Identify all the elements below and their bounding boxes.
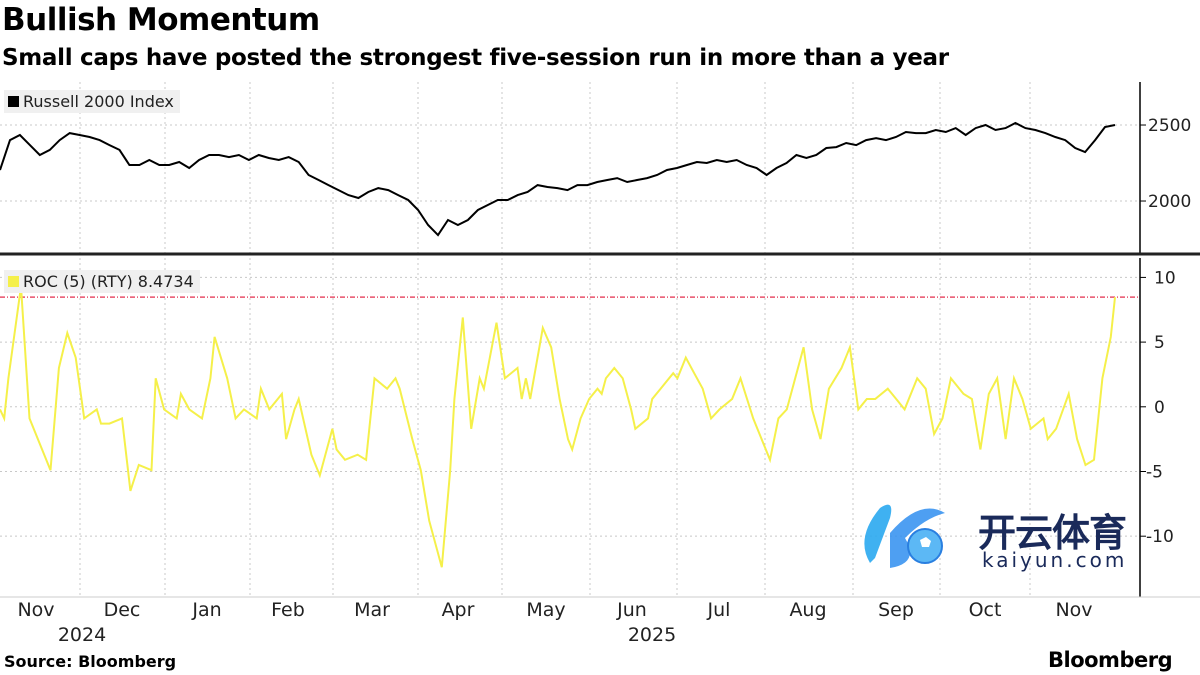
chart-title: Bullish Momentum — [2, 2, 320, 38]
watermark-url: kaiyun.com — [982, 548, 1128, 572]
x-tick-label: Feb — [271, 599, 305, 621]
legend-label-index: Russell 2000 Index — [23, 92, 174, 111]
x-tick-label: Oct — [969, 599, 1002, 621]
x-tick-label: May — [526, 599, 565, 621]
x-tick-label: Dec — [104, 599, 141, 621]
legend-label-roc: ROC (5) (RTY) 8.4734 — [23, 272, 194, 291]
watermark-text: 开云体育 — [978, 511, 1127, 555]
x-tick-label: Jun — [616, 599, 647, 621]
legend-swatch-roc — [8, 276, 19, 287]
y-tick-label: 2500 — [1148, 116, 1191, 136]
y-tick-label: 2000 — [1148, 192, 1191, 212]
y-tick-label: 0 — [1154, 398, 1165, 418]
roc-line — [0, 286, 1116, 568]
chart-subtitle: Small caps have posted the strongest fiv… — [2, 45, 949, 71]
x-tick-label: Mar — [354, 599, 390, 621]
source-note: Source: Bloomberg — [4, 652, 177, 671]
x-tick-label: Apr — [442, 599, 475, 621]
x-tick-label: Aug — [789, 599, 826, 621]
year-label: 2025 — [628, 624, 676, 646]
legend-swatch-index — [8, 96, 19, 107]
x-tick-label: Jul — [707, 599, 731, 621]
legend-index: Russell 2000 Index — [4, 90, 180, 113]
y-tick-label: -10 — [1146, 527, 1174, 547]
russell-2000-line — [0, 121, 1116, 237]
y-tick-label: -5 — [1146, 462, 1163, 482]
x-tick-label: Nov — [1055, 599, 1092, 621]
y-tick-label: 10 — [1154, 268, 1176, 288]
bloomberg-brand: Bloomberg — [1048, 648, 1173, 672]
legend-roc: ROC (5) (RTY) 8.4734 — [4, 270, 200, 293]
year-label: 2024 — [58, 624, 106, 646]
y-tick-label: 5 — [1154, 333, 1165, 353]
x-tick-label: Nov — [17, 599, 54, 621]
x-tick-label: Sep — [878, 599, 914, 621]
watermark-logo: 开云体育 kaiyun.com — [850, 498, 1130, 573]
x-tick-label: Jan — [191, 599, 221, 621]
